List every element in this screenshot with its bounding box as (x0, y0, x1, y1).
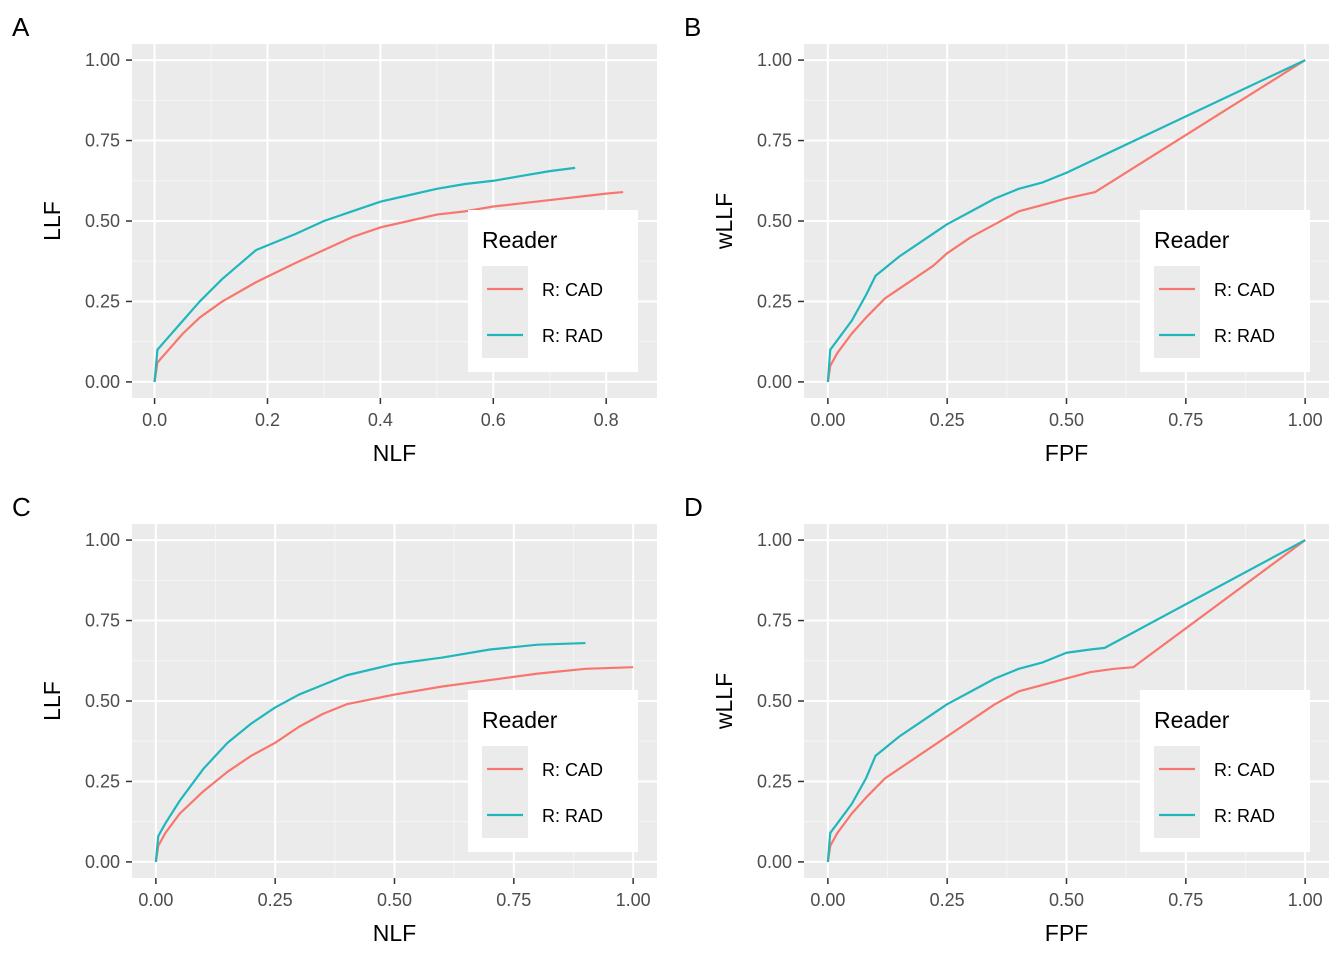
x-tick-label: 0.0 (142, 410, 167, 430)
panel-letter: C (12, 492, 31, 522)
legend: Reader R: CAD R: RAD (1140, 690, 1310, 852)
y-tick-label: 0.25 (757, 771, 792, 791)
x-tick-label: 0.6 (481, 410, 506, 430)
y-axis-title: wLLF (711, 193, 737, 250)
series-line-r-cad (153, 190, 624, 383)
y-tick-label: 1.00 (757, 50, 792, 70)
y-tick-label: 0.75 (85, 131, 120, 151)
x-tick-label: 0.00 (138, 890, 173, 910)
x-tick-label: 0.75 (1168, 410, 1203, 430)
y-tick-label: 0.25 (85, 291, 120, 311)
legend-label: R: CAD (1214, 280, 1275, 300)
x-tick-label: 0.50 (1049, 890, 1084, 910)
legend-title: Reader (1154, 227, 1230, 253)
x-tick-label: 0.4 (368, 410, 393, 430)
x-tick-label: 0.00 (810, 410, 845, 430)
series-line-r-rad (826, 59, 1306, 382)
x-tick-label: 0.00 (810, 890, 845, 910)
y-tick-label: 0.25 (85, 771, 120, 791)
panel-a: A 0.0 0.2 0.4 0.6 0.8 0.00 0.25 0.50 0.75 1.00 NLF L… (12, 12, 657, 466)
panel-d: D 0.00 0.25 0.50 0.75 1.00 0.00 0.25 0.50 0.75 1.0… (684, 492, 1329, 946)
y-axis-title: LLF (39, 201, 65, 241)
legend-label: R: CAD (542, 280, 603, 300)
x-tick-label: 1.00 (1288, 410, 1323, 430)
panel-letter: D (684, 492, 703, 522)
y-tick-label: 0.50 (85, 211, 120, 231)
y-tick-label: 0.75 (85, 611, 120, 631)
series-line-r-rad (826, 539, 1306, 862)
series-line-r-cad (826, 539, 1306, 863)
x-tick-label: 0.75 (496, 890, 531, 910)
legend-label: R: CAD (1214, 760, 1275, 780)
y-tick-label: 0.00 (85, 852, 120, 872)
y-tick-label: 1.00 (757, 530, 792, 550)
y-tick-label: 0.50 (85, 691, 120, 711)
series-line-r-cad (154, 666, 634, 863)
legend: Reader R: CAD R: RAD (1140, 210, 1310, 372)
panel-letter: B (684, 12, 701, 42)
y-tick-label: 0.25 (757, 291, 792, 311)
x-tick-label: 0.75 (1168, 890, 1203, 910)
legend-label: R: RAD (1214, 326, 1275, 346)
legend-label: R: RAD (1214, 806, 1275, 826)
panel-letter: A (12, 12, 30, 42)
x-tick-label: 0.2 (255, 410, 280, 430)
legend-title: Reader (1154, 707, 1230, 733)
x-axis-title: NLF (373, 920, 416, 946)
x-tick-label: 1.00 (1288, 890, 1323, 910)
x-tick-label: 1.00 (616, 890, 651, 910)
panel-b: B 0.00 0.25 0.50 0.75 1.00 0.00 0.25 0.50 0.75 1.0… (684, 12, 1329, 466)
series-line-r-rad (154, 641, 586, 863)
y-tick-label: 0.00 (757, 852, 792, 872)
y-tick-label: 1.00 (85, 530, 120, 550)
x-tick-label: 0.25 (930, 410, 965, 430)
series-line-r-rad (153, 166, 576, 383)
x-axis-title: NLF (373, 440, 416, 466)
legend-title: Reader (482, 227, 558, 253)
x-axis-title: FPF (1045, 920, 1088, 946)
y-tick-label: 0.75 (757, 131, 792, 151)
legend-label: R: CAD (542, 760, 603, 780)
legend-title: Reader (482, 707, 558, 733)
legend: Reader R: CAD R: RAD (468, 690, 638, 852)
legend-label: R: RAD (542, 326, 603, 346)
x-tick-label: 0.50 (377, 890, 412, 910)
series-line-r-cad (826, 59, 1306, 383)
x-axis-title: FPF (1045, 440, 1088, 466)
legend: Reader R: CAD R: RAD (468, 210, 638, 372)
y-tick-label: 1.00 (85, 50, 120, 70)
y-tick-label: 0.50 (757, 211, 792, 231)
panel-c: C 0.00 0.25 0.50 0.75 1.00 0.00 0.25 0.50 0.75 1.0… (12, 492, 657, 946)
y-tick-label: 0.00 (85, 372, 120, 392)
x-tick-label: 0.8 (594, 410, 619, 430)
y-axis-title: LLF (39, 681, 65, 721)
legend-label: R: RAD (542, 806, 603, 826)
x-tick-label: 0.25 (258, 890, 293, 910)
y-tick-label: 0.00 (757, 372, 792, 392)
y-tick-label: 0.75 (757, 611, 792, 631)
x-tick-label: 0.50 (1049, 410, 1084, 430)
x-tick-label: 0.25 (930, 890, 965, 910)
y-tick-label: 0.50 (757, 691, 792, 711)
y-axis-title: wLLF (711, 673, 737, 730)
